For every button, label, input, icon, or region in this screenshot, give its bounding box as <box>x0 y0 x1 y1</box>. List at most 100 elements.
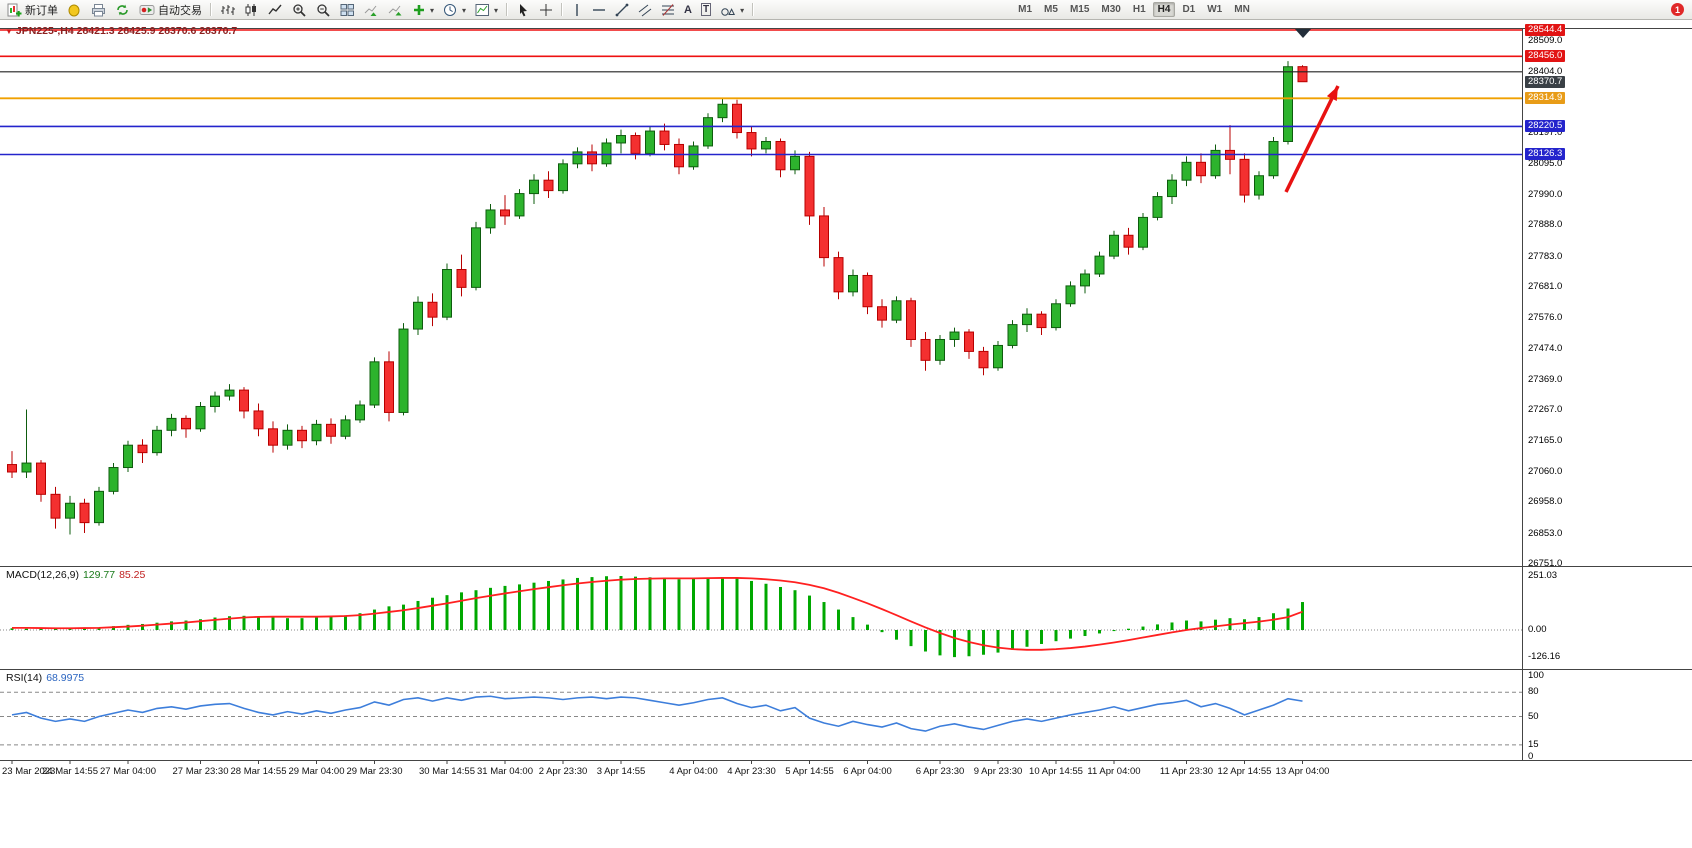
candle <box>36 460 46 502</box>
timeframe-MN[interactable]: MN <box>1234 4 1250 15</box>
new-order-button[interactable]: 新订单 <box>3 0 62 19</box>
rsi-line <box>11 695 1303 732</box>
candle <box>369 357 380 408</box>
candle <box>398 323 409 416</box>
mql-editor-icon <box>67 3 82 17</box>
arrow-head <box>1326 86 1338 101</box>
timeframe-W1[interactable]: W1 <box>1207 4 1223 15</box>
candle <box>442 263 452 321</box>
arrow-object[interactable] <box>1284 85 1340 193</box>
timeframe-M1[interactable]: M1 <box>1018 4 1033 15</box>
autotrading-button[interactable]: 自动交易 <box>135 0 206 19</box>
notification-badge[interactable]: 1 <box>1671 3 1684 16</box>
candle <box>21 409 32 478</box>
shapes-button[interactable] <box>716 0 748 19</box>
candle <box>717 98 728 123</box>
indicators-button[interactable] <box>408 0 438 19</box>
autotrading-icon <box>139 3 155 17</box>
vertical-line-button[interactable] <box>567 0 587 19</box>
chart-shift-icon <box>388 3 403 17</box>
macd-indicator-label: MACD(12,26,9) 129.77 85.25 <box>6 569 145 581</box>
timeframe-H1[interactable]: H1 <box>1132 4 1146 15</box>
toolbar-separator <box>752 3 755 16</box>
trendline-button[interactable] <box>611 0 633 19</box>
trendline-icon <box>615 3 629 17</box>
refresh-icon <box>115 3 130 17</box>
candle <box>94 486 104 526</box>
candle <box>1196 153 1206 184</box>
line-chart-icon <box>268 3 283 17</box>
channel-button[interactable] <box>634 0 656 19</box>
print-button[interactable] <box>87 0 110 19</box>
chart-shift-marker[interactable] <box>1295 29 1311 38</box>
timeframe-M5[interactable]: M5 <box>1044 4 1058 15</box>
candlestick-chart-icon <box>244 3 259 17</box>
candle <box>137 439 148 464</box>
zoom-in-icon <box>292 3 307 17</box>
text-label-button[interactable]: T <box>697 0 715 19</box>
candle <box>210 391 220 413</box>
candle <box>1036 311 1047 336</box>
candle <box>862 272 873 315</box>
candle <box>543 171 554 199</box>
periods-button[interactable] <box>439 0 470 19</box>
vertical-line-icon <box>571 3 583 17</box>
candle <box>152 425 162 456</box>
zoom-in-button[interactable] <box>288 0 311 19</box>
candle <box>456 254 467 297</box>
candle <box>50 486 61 529</box>
candle <box>645 126 655 157</box>
timeframe-M15[interactable]: M15 <box>1069 4 1090 15</box>
candle <box>630 132 641 160</box>
macd-name: MACD(12,26,9) <box>6 569 79 581</box>
candle <box>746 126 757 157</box>
candle <box>920 332 931 371</box>
auto-scroll-button[interactable] <box>360 0 383 19</box>
new-order-icon <box>7 3 22 17</box>
tile-windows-button[interactable] <box>336 0 359 19</box>
candle <box>253 403 264 437</box>
fibonacci-button[interactable] <box>657 0 679 19</box>
candle <box>1152 192 1163 221</box>
chart-shift-button[interactable] <box>384 0 407 19</box>
candle <box>935 335 945 365</box>
fibonacci-icon <box>661 3 675 17</box>
candlestick-chart-button[interactable] <box>240 0 263 19</box>
text-button[interactable]: A <box>680 0 696 19</box>
mql-editor-button[interactable] <box>63 0 86 19</box>
cursor-button[interactable] <box>512 0 534 19</box>
line-chart-button[interactable] <box>264 0 287 19</box>
candle <box>819 206 829 267</box>
refresh-button[interactable] <box>111 0 134 19</box>
rsi-value: 68.9975 <box>46 672 85 684</box>
toolbar-separator <box>561 3 564 16</box>
crosshair-icon <box>539 3 553 17</box>
templates-icon <box>475 3 490 17</box>
print-icon <box>91 3 106 17</box>
candle <box>833 251 844 300</box>
cursor-icon <box>516 3 530 17</box>
candle <box>601 138 612 167</box>
candle <box>732 99 742 139</box>
candle <box>993 340 1003 371</box>
candle <box>79 498 90 534</box>
periods-clock-icon <box>443 3 458 17</box>
timeframe-M30[interactable]: M30 <box>1101 4 1121 15</box>
channel-icon <box>638 3 652 17</box>
templates-dropdown-caret-icon <box>493 4 498 16</box>
zoom-out-icon <box>316 3 331 17</box>
timeframe-H4[interactable]: H4 <box>1152 2 1176 17</box>
symbol-ohlc-line: JPN225-,H4 28421.3 28425.9 28370.6 28370… <box>5 25 237 37</box>
new-order-label: 新订单 <box>25 4 58 17</box>
templates-button[interactable] <box>471 0 502 19</box>
candle <box>659 123 670 151</box>
candle <box>485 204 496 234</box>
candle <box>1254 171 1264 200</box>
shapes-icon <box>720 3 736 17</box>
bar-chart-button[interactable] <box>216 0 239 19</box>
horizontal-line-button[interactable] <box>588 0 610 19</box>
zoom-out-button[interactable] <box>312 0 335 19</box>
timeframe-D1[interactable]: D1 <box>1182 4 1196 15</box>
crosshair-button[interactable] <box>535 0 557 19</box>
